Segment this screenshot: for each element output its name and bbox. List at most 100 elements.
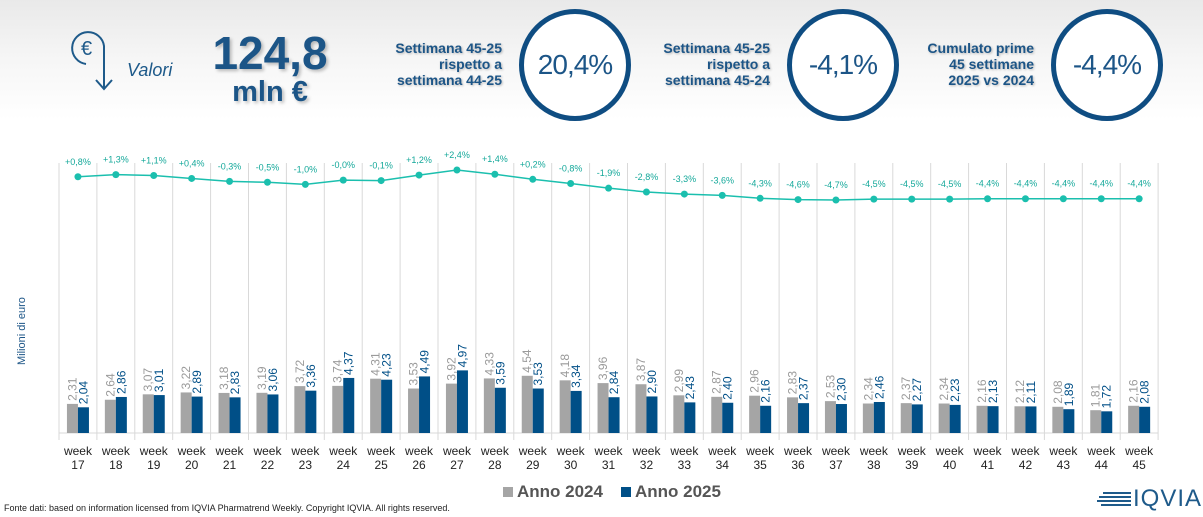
x-tick-label-number: 26 xyxy=(412,458,426,472)
iqvia-stripes-icon xyxy=(1097,492,1131,506)
data-label-2025: 2,89 xyxy=(190,370,204,394)
bar-2025 xyxy=(419,376,431,433)
line-point xyxy=(605,184,613,192)
x-tick-label-number: 43 xyxy=(1057,458,1071,472)
data-label-2024: 4,18 xyxy=(558,354,572,378)
data-label-2024: 2,37 xyxy=(899,376,913,400)
line-point xyxy=(946,195,954,203)
data-label-2024: 3,53 xyxy=(407,362,421,386)
bar-2024 xyxy=(1090,410,1102,433)
line-data-label: -0,5% xyxy=(256,162,280,172)
data-label-2024: 3,22 xyxy=(179,366,193,390)
data-label-2024: 2,83 xyxy=(786,371,800,395)
line-point xyxy=(301,180,309,188)
line-point xyxy=(642,188,650,196)
data-label-2025: 1,72 xyxy=(1100,385,1114,409)
bar-2024 xyxy=(938,403,950,433)
total-unit: mln € xyxy=(232,76,308,108)
bar-2025 xyxy=(835,404,847,433)
data-label-2025: 2,13 xyxy=(986,379,1000,403)
x-tick-label-week: week xyxy=(404,444,434,458)
bar-2024 xyxy=(900,403,912,433)
data-label-2025: 2,16 xyxy=(759,379,773,403)
iqvia-logo-text: IQVIA xyxy=(1133,485,1203,512)
x-tick-label-number: 21 xyxy=(223,458,237,472)
data-label-2025: 3,36 xyxy=(304,364,318,388)
line-data-label: -1,9% xyxy=(597,168,621,178)
x-tick-label-week: week xyxy=(556,444,586,458)
kpi-label-cumulative: Cumulato prime 45 settimane 2025 vs 2024 xyxy=(920,40,1034,88)
bar-2025 xyxy=(191,396,203,433)
legend-label-2025: Anno 2025 xyxy=(634,482,721,501)
data-label-2025: 3,59 xyxy=(493,361,507,385)
bar-2025 xyxy=(267,394,279,433)
line-data-label: -4,4% xyxy=(1014,179,1038,189)
x-tick-label-number: 30 xyxy=(564,458,578,472)
line-data-label: -3,3% xyxy=(673,174,697,184)
valori-label: Valori xyxy=(127,60,173,80)
data-label-2024: 3,72 xyxy=(293,359,307,383)
data-label-2024: 2,87 xyxy=(710,370,724,394)
bar-2024 xyxy=(256,392,268,433)
x-tick-label-week: week xyxy=(973,444,1003,458)
bar-2024 xyxy=(711,396,723,433)
line-data-label: +0,2% xyxy=(520,159,546,169)
x-tick-label-number: 33 xyxy=(678,458,692,472)
data-label-2024: 2,96 xyxy=(748,369,762,393)
x-tick-label-week: week xyxy=(631,444,661,458)
x-tick-label-week: week xyxy=(859,444,889,458)
line-data-label: +1,2% xyxy=(406,155,432,165)
bar-2024 xyxy=(862,403,874,433)
data-label-2025: 2,23 xyxy=(948,378,962,402)
line-point xyxy=(377,177,385,185)
bar-2025 xyxy=(608,397,620,433)
bar-2025 xyxy=(873,402,885,433)
x-tick-label-number: 28 xyxy=(488,458,502,472)
line-data-label: +0,4% xyxy=(179,158,205,168)
x-tick-label-week: week xyxy=(897,444,927,458)
data-label-2025: 2,43 xyxy=(683,376,697,400)
data-label-2024: 1,81 xyxy=(1089,384,1103,408)
bar-2024 xyxy=(1014,406,1026,433)
bar-2025 xyxy=(456,370,468,433)
data-label-2024: 2,08 xyxy=(1051,380,1065,404)
bar-2025 xyxy=(911,404,923,433)
line-point xyxy=(1021,195,1029,203)
data-label-2025: 2,04 xyxy=(76,381,90,405)
x-tick-label-number: 32 xyxy=(640,458,654,472)
data-label-2025: 2,90 xyxy=(645,370,659,394)
x-tick-label-week: week xyxy=(594,444,624,458)
x-tick-label-number: 25 xyxy=(374,458,388,472)
bar-2025 xyxy=(229,397,241,433)
line-data-label: +1,3% xyxy=(103,155,129,165)
data-label-2024: 2,34 xyxy=(937,377,951,401)
line-data-label: -4,7% xyxy=(824,180,848,190)
data-label-2024: 2,34 xyxy=(861,377,875,401)
data-label-2025: 2,08 xyxy=(1138,380,1152,404)
kpi-label-line: 45 settimane xyxy=(949,56,1034,72)
line-point xyxy=(870,195,878,203)
kpi-circle-cumulative: -4,4% xyxy=(1051,9,1163,121)
line-data-label: +1,4% xyxy=(482,154,508,164)
x-tick-label-week: week xyxy=(669,444,699,458)
line-data-label: -4,4% xyxy=(1052,179,1076,189)
line-data-label: -4,5% xyxy=(900,179,924,189)
bar-2024 xyxy=(597,383,609,433)
bar-2025 xyxy=(684,402,696,433)
x-tick-label-number: 19 xyxy=(147,458,161,472)
iqvia-logo: IQVIA xyxy=(1097,485,1203,512)
kpi-label-line: rispetto a xyxy=(438,56,502,72)
source-footnote: Fonte dati: based on information license… xyxy=(4,503,450,513)
bar-2024 xyxy=(445,383,457,433)
line-data-label: -3,6% xyxy=(710,175,734,185)
line-data-label: -4,4% xyxy=(1089,179,1113,189)
x-tick-label-number: 17 xyxy=(71,458,85,472)
line-data-label: +1,1% xyxy=(141,155,167,165)
kpi-label-line: settimana 45-24 xyxy=(664,72,770,88)
line-point xyxy=(339,176,347,184)
bar-2025 xyxy=(532,388,544,433)
x-tick-label-week: week xyxy=(139,444,169,458)
line-point xyxy=(984,195,992,203)
data-label-2024: 2,99 xyxy=(672,369,686,393)
